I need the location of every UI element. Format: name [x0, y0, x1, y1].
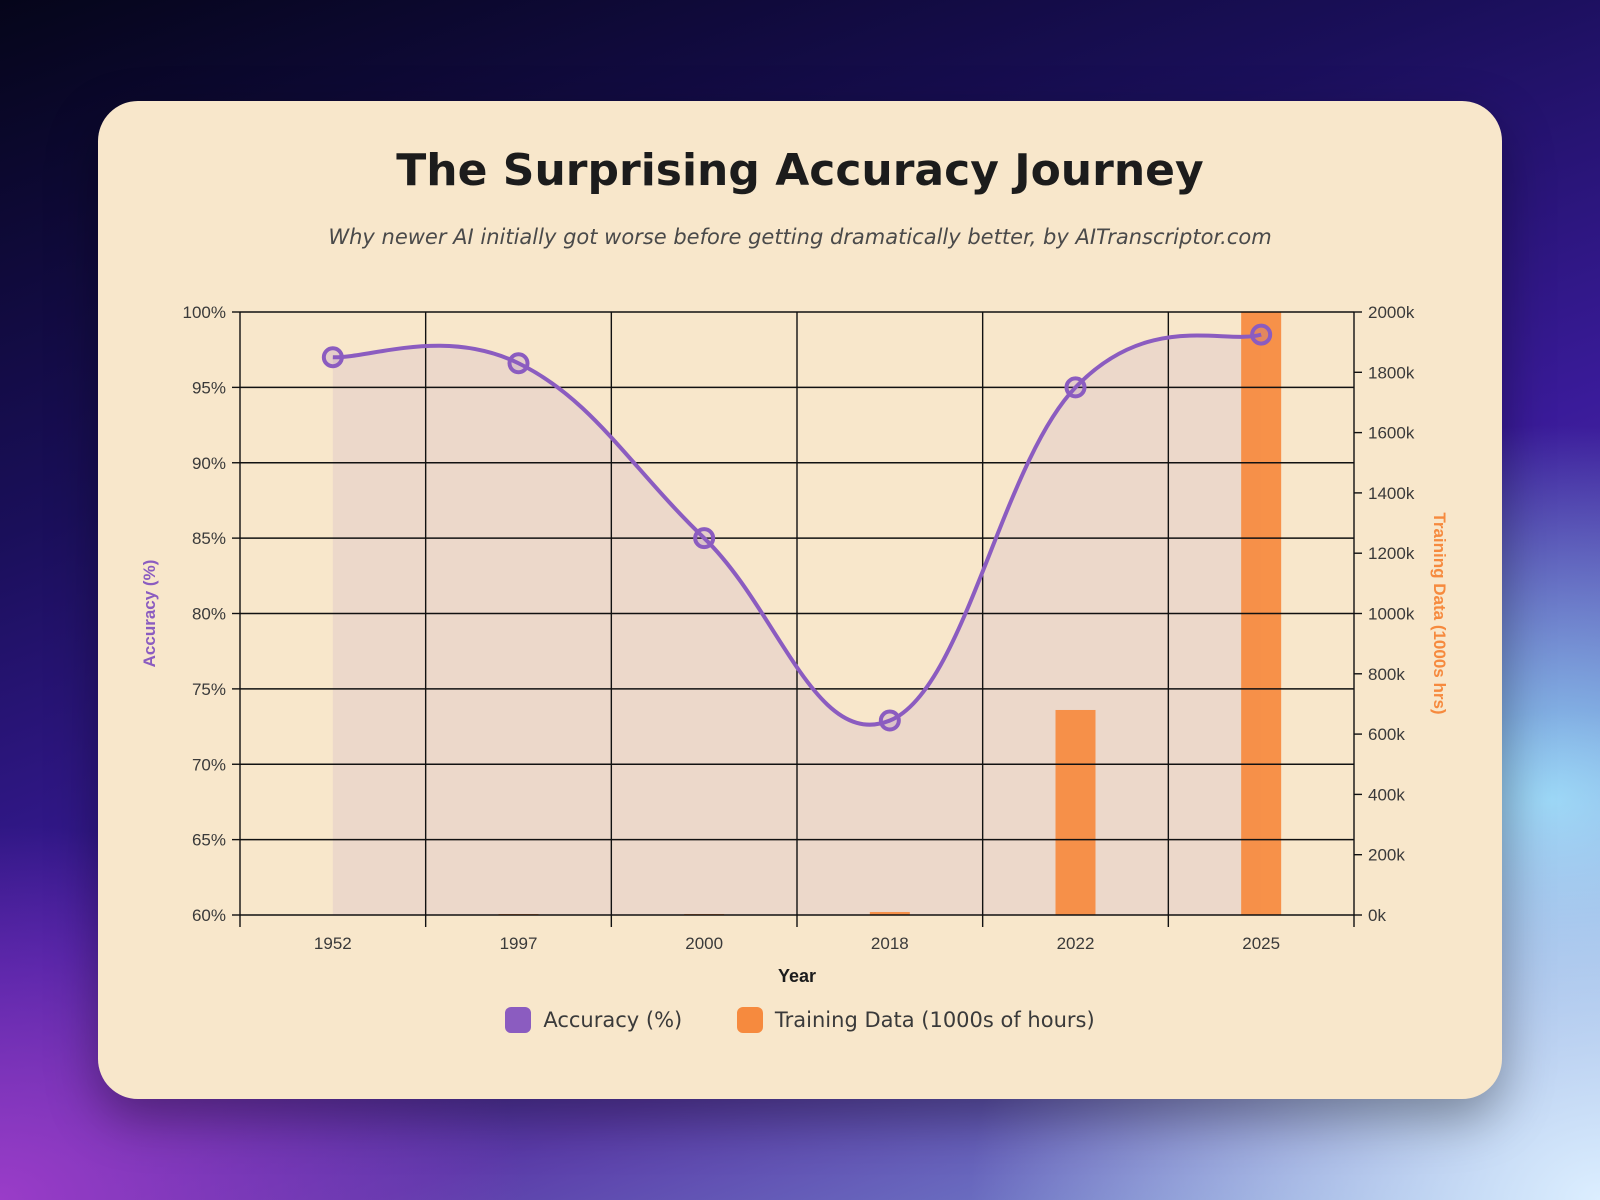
- y-tick-label-right: 600k: [1368, 725, 1405, 744]
- y-axis-title-left: Accuracy (%): [140, 560, 159, 668]
- chart-card: The Surprising Accuracy Journey Why newe…: [98, 101, 1502, 1099]
- y-tick-label-right: 1200k: [1368, 544, 1415, 563]
- y-tick-label-left: 70%: [192, 755, 226, 774]
- y-tick-label-right: 1600k: [1368, 424, 1415, 443]
- y-tick-label-left: 60%: [192, 906, 226, 925]
- y-tick-label-right: 1000k: [1368, 605, 1415, 624]
- y-tick-label-left: 80%: [192, 605, 226, 624]
- y-tick-label-right: 200k: [1368, 846, 1405, 865]
- y-tick-label-right: 400k: [1368, 785, 1405, 804]
- legend-label-accuracy: Accuracy (%): [543, 1008, 683, 1032]
- legend: Accuracy (%) Training Data (1000s of hou…: [98, 1007, 1502, 1038]
- y-tick-label-left: 95%: [192, 378, 226, 397]
- x-axis-title: Year: [778, 966, 816, 986]
- point-accuracy-2025: [1250, 323, 1273, 346]
- accuracy-line: [332, 332, 1262, 727]
- y-tick-label-right: 1800k: [1368, 363, 1415, 382]
- y-tick-label-left: 65%: [192, 831, 226, 850]
- chart-title: The Surprising Accuracy Journey: [396, 145, 1204, 196]
- chart-plot: 60% 65% 70% 75% 80% 85% 90% 95% 100% 0k 200k 400k 60…: [140, 303, 1449, 986]
- point-accuracy-2018: [878, 709, 901, 732]
- legend-swatch-accuracy: [505, 1007, 532, 1033]
- y-tick-label-left: 100%: [183, 303, 226, 322]
- bar-training-2022: [1055, 709, 1096, 915]
- x-tick-label: 1997: [500, 934, 538, 953]
- x-tick-label: 2018: [871, 934, 909, 953]
- point-accuracy-2000: [693, 527, 716, 550]
- point-accuracy-2022: [1064, 376, 1087, 399]
- x-tick-label: 2000: [685, 934, 723, 953]
- chart-subtitle: Why newer AI initially got worse before …: [328, 225, 1272, 249]
- legend-label-training-data: Training Data (1000s of hours): [774, 1008, 1095, 1032]
- legend-item-training-data[interactable]: Training Data (1000s of hours): [736, 1007, 1095, 1033]
- bar-training-2018: [869, 911, 910, 915]
- y-tick-label-right: 1400k: [1368, 484, 1415, 503]
- point-accuracy-1997: [507, 352, 530, 375]
- x-tick-label: 1952: [314, 934, 352, 953]
- y-tick-label-left: 85%: [192, 529, 226, 548]
- accuracy-area: [332, 334, 1262, 915]
- y-tick-label-right: 2000k: [1368, 303, 1415, 322]
- point-accuracy-1952: [321, 346, 344, 369]
- legend-item-accuracy[interactable]: Accuracy (%): [505, 1007, 682, 1033]
- y-tick-label-left: 75%: [192, 680, 226, 699]
- y-tick-label-left: 90%: [192, 454, 226, 473]
- x-tick-label: 2025: [1242, 934, 1280, 953]
- legend-swatch-training-data: [736, 1007, 763, 1033]
- y-axis-title-right: Training Data (1000s hrs): [1430, 512, 1449, 714]
- y-tick-label-right: 800k: [1368, 665, 1405, 684]
- y-tick-label-right: 0k: [1368, 906, 1386, 925]
- x-tick-label: 2022: [1057, 934, 1095, 953]
